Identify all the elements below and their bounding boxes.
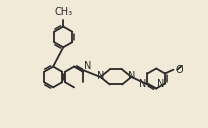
Text: O: O (176, 65, 183, 75)
Text: N: N (157, 78, 164, 88)
Text: CH₃: CH₃ (54, 7, 72, 17)
Text: N: N (84, 61, 91, 71)
Text: N: N (128, 71, 135, 81)
Text: N: N (139, 78, 147, 88)
Text: N: N (97, 71, 104, 81)
